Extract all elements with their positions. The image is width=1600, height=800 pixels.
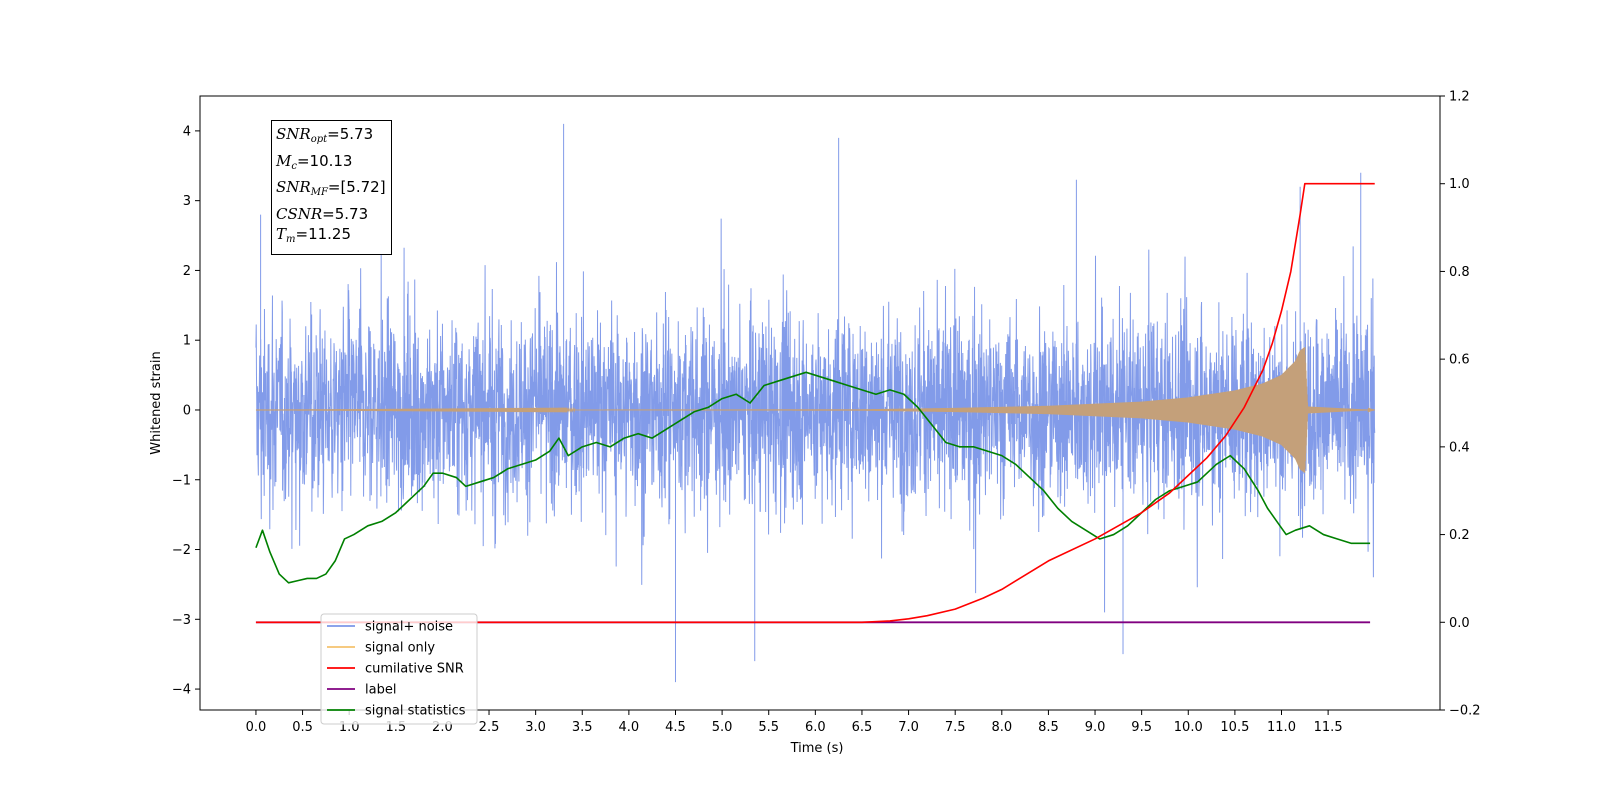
x-tick-label: 9.5 (1131, 720, 1152, 735)
x-tick-label: 10.0 (1174, 720, 1203, 735)
y-tick-label: 2 (183, 264, 191, 279)
x-tick-label: 10.5 (1220, 720, 1249, 735)
y-tick-label: −3 (172, 613, 191, 628)
series-signal-only (255, 347, 1375, 473)
y-tick-label: 0 (183, 403, 191, 418)
info-snr-opt: SNRopt=5.73 (276, 125, 374, 145)
x-tick-label: 7.5 (945, 720, 966, 735)
x-tick-label: 7.0 (898, 720, 919, 735)
x-tick-label: 0.5 (292, 720, 313, 735)
series-layer (255, 123, 1376, 683)
legend-frame (320, 613, 478, 725)
x-axis-label: Time (s) (790, 741, 844, 756)
x-tick-label: 0.0 (246, 720, 267, 735)
y-axis-label: Whitened strain (149, 351, 164, 454)
y2-tick-label: 0.4 (1449, 440, 1470, 455)
y2-tick-label: 0.6 (1449, 353, 1470, 368)
info-csnr: CSNR=5.73 (276, 204, 369, 223)
plot-frame (199, 95, 1441, 711)
y-tick-label: 1 (183, 334, 191, 349)
y2-tick-label: 1.2 (1449, 90, 1470, 105)
x-tick-label: 5.0 (712, 720, 733, 735)
legend-label: cumilative SNR (365, 662, 464, 677)
x-tick-label: 2.5 (479, 720, 500, 735)
x-tick-label: 3.0 (525, 720, 546, 735)
x-tick-label: 8.0 (991, 720, 1012, 735)
info-tm: Tm=11.25 (276, 225, 352, 245)
y2-tick-label: 0.0 (1449, 616, 1470, 631)
y-tick-label: −2 (172, 543, 191, 558)
x-tick-label: 3.5 (572, 720, 593, 735)
x-tick-label: 4.5 (665, 720, 686, 735)
y-axis-right: 1.2 1.0 0.8 0.6 0.4 0.2 0.0 −0.2 (1440, 90, 1481, 719)
y-tick-label: −1 (172, 473, 191, 488)
series-signal-statistics (255, 371, 1371, 584)
y-axis-left: 4 3 2 1 0 −1 −2 −3 −4 (172, 124, 200, 698)
legend-label: signal only (365, 641, 435, 656)
legend-label: signal statistics (365, 704, 466, 719)
info-mc: Mc=10.13 (276, 151, 353, 172)
x-tick-label: 6.5 (852, 720, 873, 735)
x-tick-label: 5.5 (758, 720, 779, 735)
legend-label: label (365, 683, 396, 698)
y2-tick-label: 1.0 (1449, 177, 1470, 192)
legend: signal+ noise signal only cumilative SNR la… (320, 613, 478, 725)
x-tick-label: 9.0 (1085, 720, 1106, 735)
x-tick-label: 8.5 (1038, 720, 1059, 735)
x-axis: 0.0 0.5 1.0 1.5 2.0 2.5 3.0 3.5 4.0 4.5 5.0 5.5 6.0 6… (246, 710, 1343, 735)
series-signal-noise (255, 123, 1376, 683)
legend-label: signal+ noise (365, 620, 453, 635)
y-tick-label: 3 (183, 194, 191, 209)
info-snr-mf: SNRMF=[5.72] (276, 178, 386, 198)
y2-tick-label: −0.2 (1449, 704, 1481, 719)
x-tick-label: 11.0 (1267, 720, 1296, 735)
y2-tick-label: 0.8 (1449, 265, 1470, 280)
x-tick-label: 6.0 (805, 720, 826, 735)
y-tick-label: −4 (172, 683, 191, 698)
y-tick-label: 4 (183, 124, 191, 139)
x-tick-label: 11.5 (1314, 720, 1343, 735)
info-box: SNRopt=5.73 Mc=10.13 SNRMF=[5.72] CSNR=5… (271, 120, 392, 255)
series-cumulative-snr (255, 182, 1375, 624)
y2-tick-label: 0.2 (1449, 528, 1470, 543)
x-tick-label: 4.0 (619, 720, 640, 735)
